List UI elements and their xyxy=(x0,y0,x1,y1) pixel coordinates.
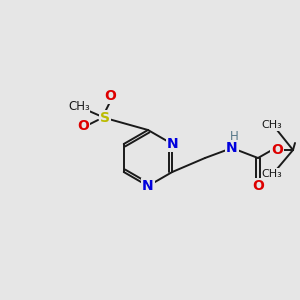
Text: O: O xyxy=(77,119,89,133)
Text: N: N xyxy=(167,137,178,151)
Text: CH₃: CH₃ xyxy=(262,169,282,179)
Text: CH₃: CH₃ xyxy=(68,100,90,112)
Text: H: H xyxy=(230,130,238,142)
Text: O: O xyxy=(104,89,116,103)
Text: O: O xyxy=(252,179,264,193)
Text: N: N xyxy=(142,179,154,193)
Text: O: O xyxy=(271,143,283,157)
Text: CH₃: CH₃ xyxy=(262,120,282,130)
Text: N: N xyxy=(226,141,238,155)
Text: S: S xyxy=(100,111,110,125)
